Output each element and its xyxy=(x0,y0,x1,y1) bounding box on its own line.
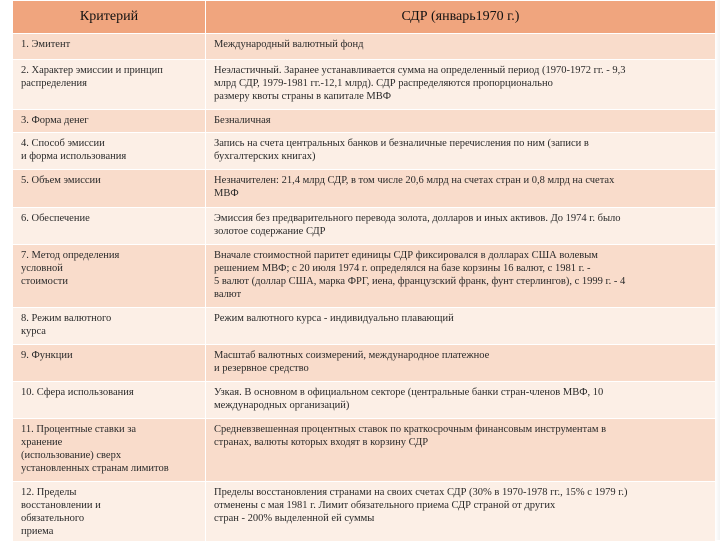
header-criterion: Критерий xyxy=(12,0,206,34)
criterion-cell: 4. Способ эмиссии и форма использования xyxy=(12,132,206,170)
sdr-value-text-line: размеру квоты страны в капитале МВФ xyxy=(214,91,392,102)
sdr-value-text-line: международных организаций) xyxy=(214,400,350,411)
criterion-cell: 12. Пределы восстановлении и обязательного… xyxy=(12,481,206,542)
sdr-value-text-line: бухгалтерских книгах) xyxy=(214,151,316,162)
criterion-text-line: 11. Процентные ставки за xyxy=(21,424,137,435)
table-row: 6. Обеспечение Эмиссия без предварительно… xyxy=(12,207,716,245)
criterion-text-line: 9. Функции xyxy=(21,350,73,361)
sdr-value-text-line: Вначале стоимостной паритет единицы СДР … xyxy=(214,250,598,261)
sdr-criteria-table: Критерий СДР (январь1970 г.) 1. Эмитент М… xyxy=(12,0,716,542)
criterion-cell: 2. Характер эмиссии и принцип распределен… xyxy=(12,59,206,110)
sdr-value-text-line: и резервное средство xyxy=(214,363,309,374)
criterion-cell: 8. Режим валютного курса xyxy=(12,307,206,345)
sdr-value-text-line: Эмиссия без предварительного перевода зо… xyxy=(214,213,621,224)
table-row: 9. Функции Масштаб валютных соизмерений, … xyxy=(12,344,716,382)
criterion-text-line: 6. Обеспечение xyxy=(21,213,90,224)
sdr-value-cell: Режим валютного курса - индивидуально пл… xyxy=(205,307,716,345)
criterion-text-line: курса xyxy=(21,326,46,337)
criterion-text-line: 4. Способ эмиссии xyxy=(21,138,105,149)
criterion-text-line: 7. Метод определения xyxy=(21,250,120,261)
sdr-value-text-line: стран - 200% выделенной ей суммы xyxy=(214,513,375,524)
criterion-text-line: 1. Эмитент xyxy=(21,39,71,50)
sdr-value-text-line: странах, валюты которых входят в корзину… xyxy=(214,437,429,448)
sdr-value-cell: Международный валютный фонд xyxy=(205,33,716,60)
criterion-cell: 7. Метод определения условной стоимости xyxy=(12,244,206,308)
sdr-value-cell: Неэластичный. Заранее устанавливается су… xyxy=(205,59,716,110)
sdr-value-cell: Эмиссия без предварительного перевода зо… xyxy=(205,207,716,245)
sdr-value-text-line: Незначителен: 21,4 млрд СДР, в том числе… xyxy=(214,175,615,186)
sdr-value-text-line: валют xyxy=(214,289,242,300)
sdr-value-text-line: Запись на счета центральных банков и без… xyxy=(214,138,589,149)
criterion-cell: 1. Эмитент xyxy=(12,33,206,60)
table-row: 10. Сфера использования Узкая. В основном… xyxy=(12,381,716,419)
criterion-cell: 10. Сфера использования xyxy=(12,381,206,419)
criterion-text-line: условной xyxy=(21,263,63,274)
table-row: 11. Процентные ставки за хранение (использ… xyxy=(12,418,716,482)
criterion-text-line: 8. Режим валютного xyxy=(21,313,112,324)
sdr-value-text-line: Неэластичный. Заранее устанавливается су… xyxy=(214,65,626,76)
sdr-value-text-line: золотое содержание СДР xyxy=(214,226,326,237)
criterion-text-line: (использование) сверх xyxy=(21,450,122,461)
criterion-cell: 6. Обеспечение xyxy=(12,207,206,245)
criterion-text-line: 5. Объем эмиссии xyxy=(21,175,101,186)
sdr-value-text-line: Режим валютного курса - индивидуально пл… xyxy=(214,313,454,324)
sdr-value-text-line: Пределы восстановления странами на своих… xyxy=(214,487,628,498)
sdr-value-text-line: Безналичная xyxy=(214,115,271,126)
right-edge-shadow xyxy=(715,0,720,540)
table-row: 5. Объем эмиссии Незначителен: 21,4 млрд … xyxy=(12,169,716,208)
criterion-text-line: восстановлении и xyxy=(21,500,101,511)
criterion-text-line: обязательного xyxy=(21,513,85,524)
sdr-value-cell: Запись на счета центральных банков и без… xyxy=(205,132,716,170)
sdr-value-cell: Незначителен: 21,4 млрд СДР, в том числе… xyxy=(205,169,716,208)
table-row: 8. Режим валютного курса Режим валютного к… xyxy=(12,307,716,345)
criterion-text-line: 10. Сфера использования xyxy=(21,387,134,398)
sdr-value-text-line: МВФ xyxy=(214,188,239,199)
header-sdr: СДР (январь1970 г.) xyxy=(205,0,716,34)
criterion-text-line: хранение xyxy=(21,437,63,448)
criterion-text-line: установленных странам лимитов xyxy=(21,463,169,474)
sdr-value-cell: Пределы восстановления странами на своих… xyxy=(205,481,716,542)
sdr-value-text-line: Средневзвешенная процентных ставок по кр… xyxy=(214,424,607,435)
table-row: 3. Форма денег Безналичная xyxy=(12,109,716,133)
sdr-value-cell: Масштаб валютных соизмерений, международ… xyxy=(205,344,716,382)
sdr-value-text-line: Международный валютный фонд xyxy=(214,39,364,50)
table-row: 2. Характер эмиссии и принцип распределен… xyxy=(12,59,716,110)
sdr-value-text-line: млрд СДР, 1979-1981 гг.-12,1 млрд). СДР … xyxy=(214,78,553,89)
sdr-value-cell: Средневзвешенная процентных ставок по кр… xyxy=(205,418,716,482)
table-row: 7. Метод определения условной стоимости Вна… xyxy=(12,244,716,308)
criterion-cell: 3. Форма денег xyxy=(12,109,206,133)
sdr-value-text-line: Масштаб валютных соизмерений, международ… xyxy=(214,350,490,361)
criterion-text-line: и форма использования xyxy=(21,151,127,162)
table-body: 1. Эмитент Международный валютный фонд 2. … xyxy=(12,33,716,542)
criterion-text-line: 12. Пределы xyxy=(21,487,77,498)
sdr-value-text-line: 5 валют (доллар США, марка ФРГ, иена, фр… xyxy=(214,276,626,287)
criterion-cell: 5. Объем эмиссии xyxy=(12,169,206,208)
table-header-row: Критерий СДР (январь1970 г.) xyxy=(12,0,716,34)
criterion-text-line: распределения xyxy=(21,78,87,89)
criterion-cell: 9. Функции xyxy=(12,344,206,382)
criterion-text-line: 3. Форма денег xyxy=(21,115,89,126)
sdr-value-cell: Безналичная xyxy=(205,109,716,133)
table-row: 4. Способ эмиссии и форма использования За… xyxy=(12,132,716,170)
criterion-cell: 11. Процентные ставки за хранение (использ… xyxy=(12,418,206,482)
sdr-value-cell: Узкая. В основном в официальном секторе … xyxy=(205,381,716,419)
table-row: 12. Пределы восстановлении и обязательного… xyxy=(12,481,716,542)
criterion-text-line: 2. Характер эмиссии и принцип xyxy=(21,65,163,76)
criterion-text-line: приема xyxy=(21,526,54,537)
sdr-value-text-line: Узкая. В основном в официальном секторе … xyxy=(214,387,604,398)
table-row: 1. Эмитент Международный валютный фонд xyxy=(12,33,716,60)
sdr-value-cell: Вначале стоимостной паритет единицы СДР … xyxy=(205,244,716,308)
sdr-value-text-line: решением МВФ; с 20 июля 1974 г. определя… xyxy=(214,263,591,274)
criterion-text-line: стоимости xyxy=(21,276,69,287)
sdr-value-text-line: отменены с мая 1981 г. Лимит обязательно… xyxy=(214,500,556,511)
